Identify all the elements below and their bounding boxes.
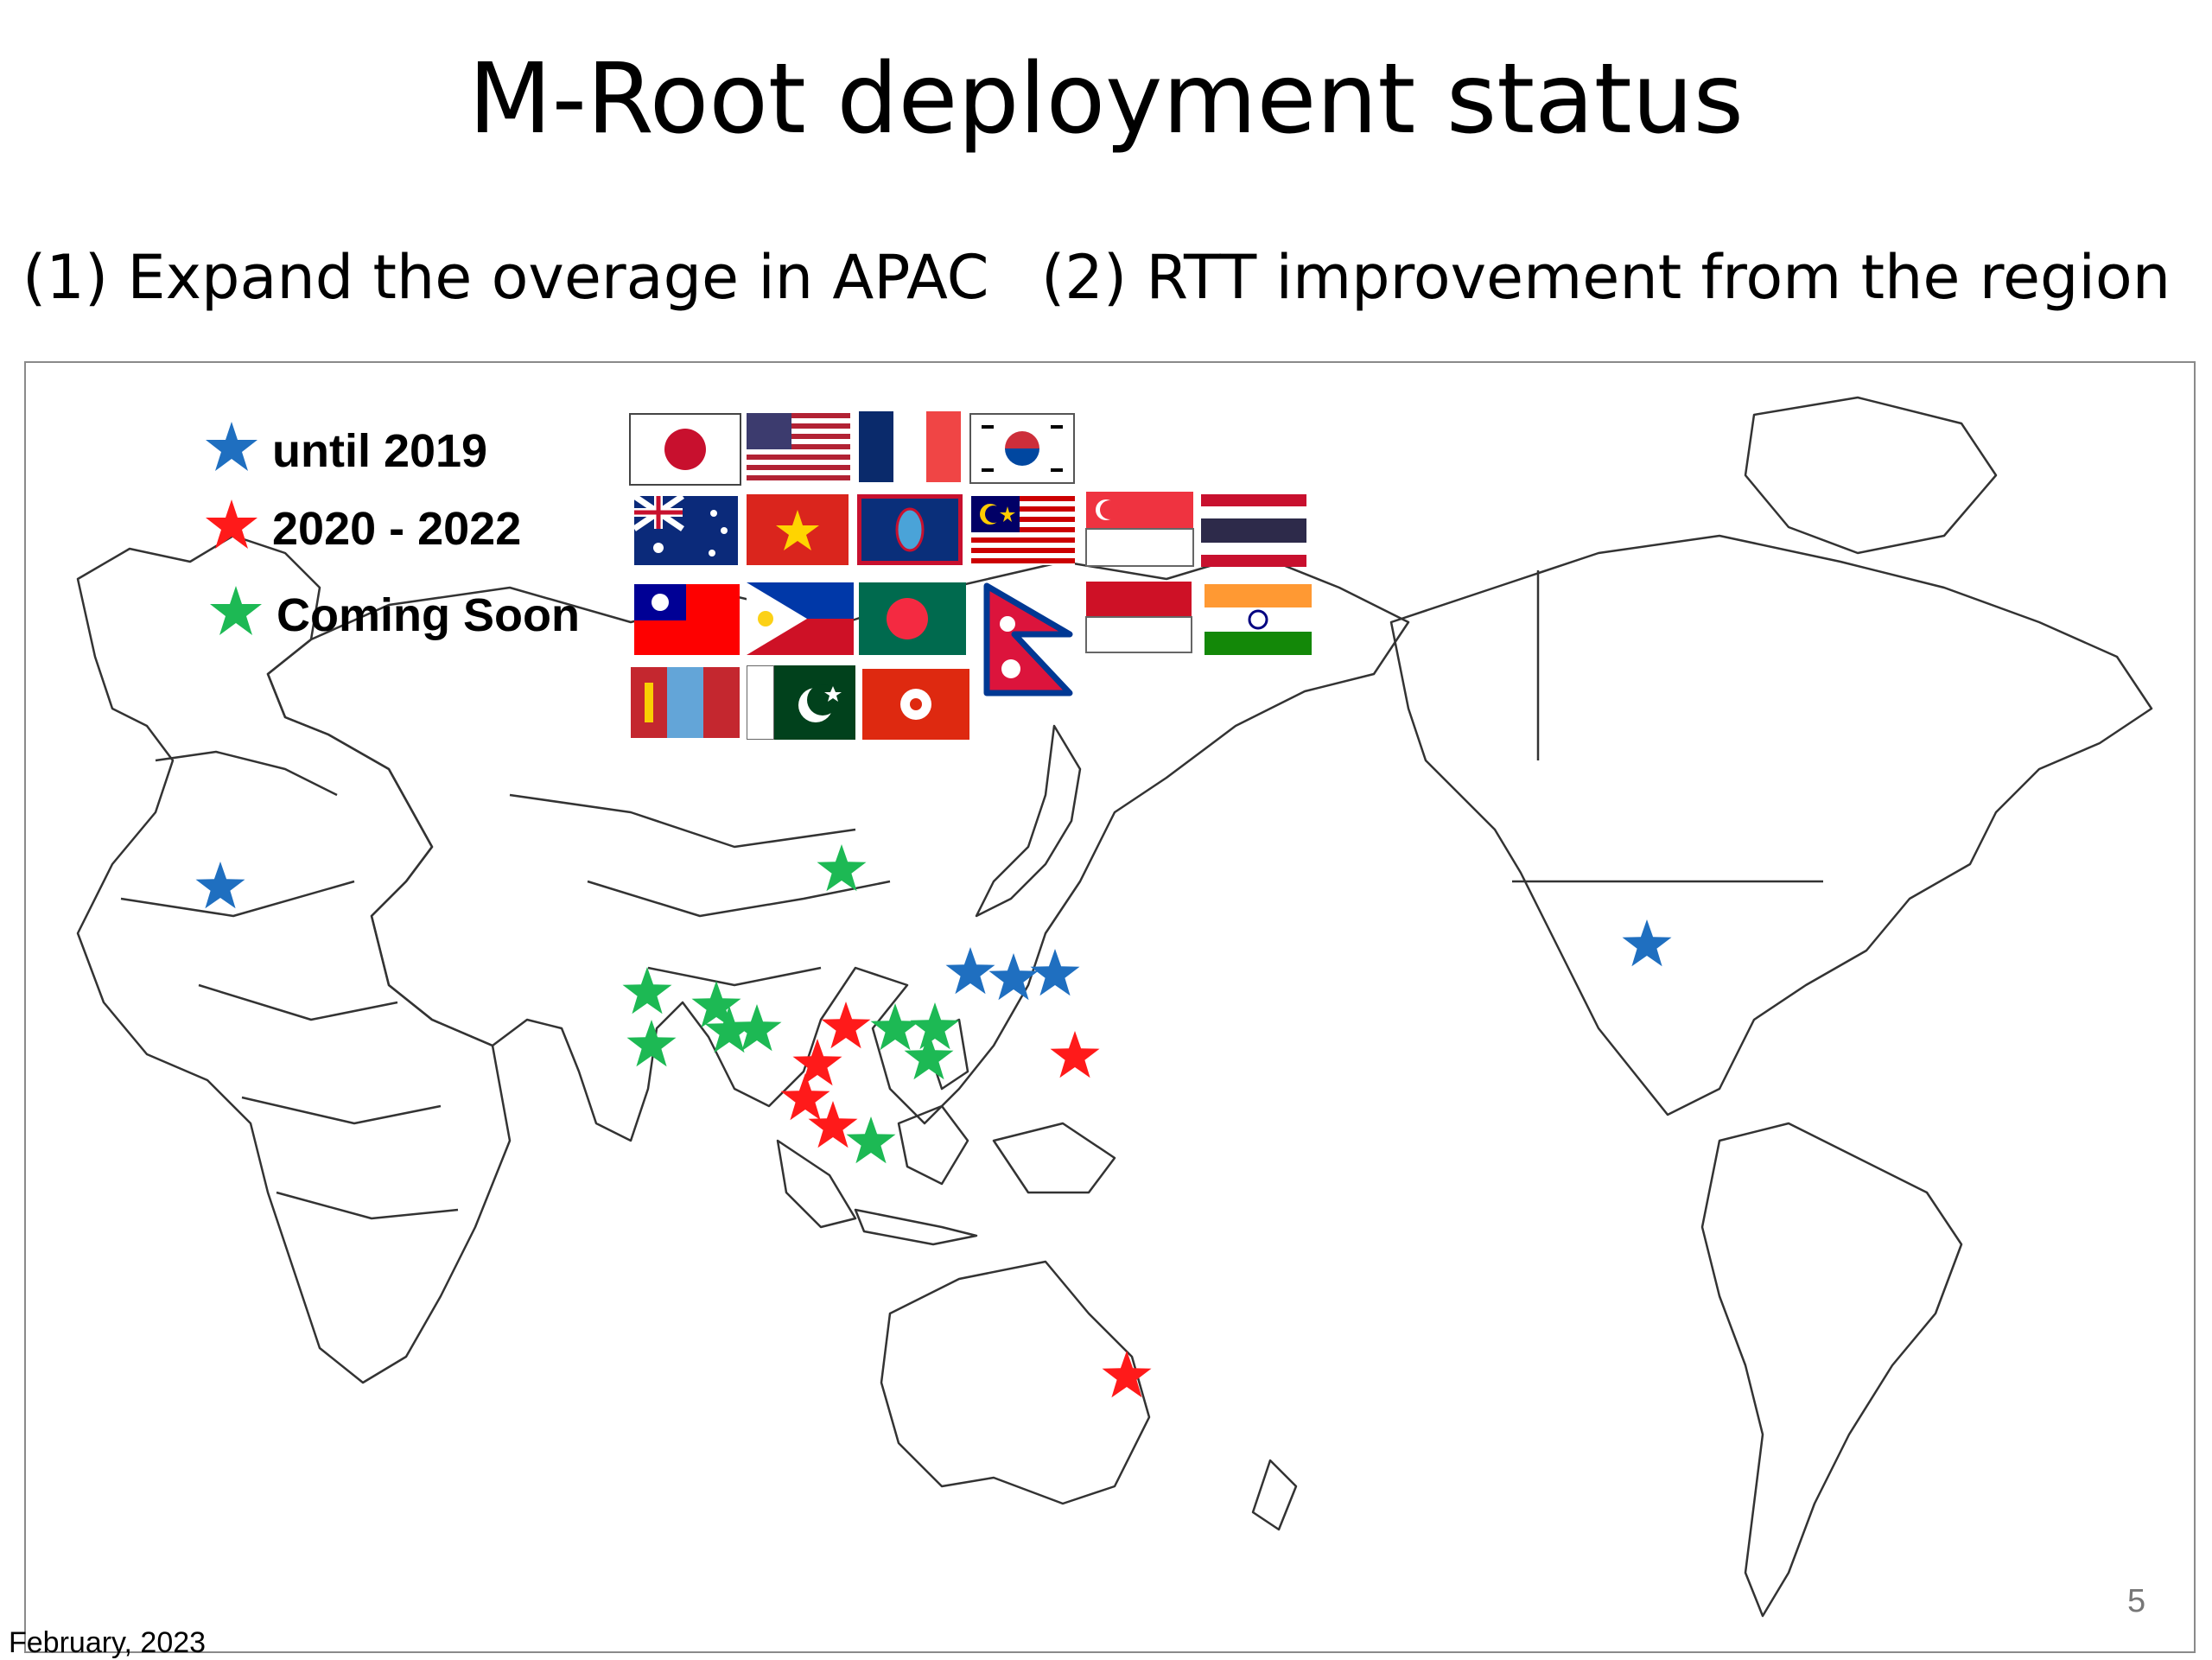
site-marker-coming-soon-philippines <box>904 1033 954 1080</box>
site-markers <box>195 844 1672 1398</box>
site-marker-coming-soon-mongolia <box>817 844 867 892</box>
site-marker-2020-2022-australia <box>1102 1351 1152 1398</box>
pakistan-flag-icon <box>747 665 855 740</box>
site-marker-coming-soon-india-north <box>704 1006 754 1053</box>
site-marker-2020-2022-vietnam <box>821 1002 871 1049</box>
thailand-flag-icon <box>1201 494 1306 567</box>
site-marker-coming-soon-pakistan <box>622 967 672 1014</box>
singapore-flag-icon <box>1085 492 1194 567</box>
legend-label: until 2019 <box>272 425 488 477</box>
site-marker-until-2019-japan-west <box>945 947 995 995</box>
site-marker-coming-soon-indonesia <box>846 1116 896 1164</box>
vietnam-flag-icon <box>747 494 849 565</box>
indonesia-flag-icon <box>1085 582 1192 653</box>
footer-date: February, 2023 <box>9 1626 207 1659</box>
blue-star-icon <box>206 422 257 471</box>
site-marker-until-2019-usa-west-coast <box>1622 919 1672 967</box>
south-korea-flag-icon <box>969 413 1075 484</box>
world-map <box>24 361 2196 1653</box>
site-marker-until-2019-japan-tokyo <box>1030 949 1080 996</box>
site-marker-until-2019-france <box>195 862 245 909</box>
subtitle-coverage: (1) Expand the overage in APAC <box>22 242 989 313</box>
france-flag-icon <box>859 411 961 482</box>
bangladesh-flag-icon <box>859 582 966 655</box>
site-marker-coming-soon-india-west <box>626 1020 677 1067</box>
mongolia-flag-icon <box>631 667 740 738</box>
site-marker-2020-2022-malaysia <box>780 1073 830 1121</box>
legend-label: Coming Soon <box>276 589 580 641</box>
site-marker-until-2019-japan-osaka <box>988 953 1039 1001</box>
taiwan-flag-icon <box>634 584 740 655</box>
red-star-icon <box>206 499 257 549</box>
guam-flag-icon <box>857 494 963 565</box>
nepal-flag-icon <box>983 582 1073 696</box>
site-marker-coming-soon-bangladesh <box>732 1004 782 1052</box>
subtitle-rtt: (2) RTT improvement from the region <box>1041 242 2171 313</box>
green-star-icon <box>210 586 262 635</box>
usa-flag-icon <box>747 413 850 482</box>
page-number: 5 <box>2127 1583 2146 1619</box>
hong-kong-flag-icon <box>862 669 969 740</box>
india-flag-icon <box>1205 584 1312 655</box>
site-marker-2020-2022-thailand <box>792 1039 842 1086</box>
australia-flag-icon <box>634 496 738 565</box>
site-marker-coming-soon-nepal <box>691 981 741 1028</box>
legend-label: 2020 - 2022 <box>272 503 522 555</box>
site-marker-2020-2022-singapore <box>808 1101 858 1148</box>
site-marker-coming-soon-hong-kong <box>910 1002 960 1050</box>
site-marker-coming-soon-taiwan <box>870 1003 920 1051</box>
map-outline <box>76 396 2153 1618</box>
japan-flag-icon <box>629 413 741 486</box>
page-title: M-Root deployment status <box>467 43 1745 156</box>
site-marker-2020-2022-guam <box>1050 1031 1100 1078</box>
philippines-flag-icon <box>747 582 854 655</box>
malaysia-flag-icon <box>971 496 1075 565</box>
